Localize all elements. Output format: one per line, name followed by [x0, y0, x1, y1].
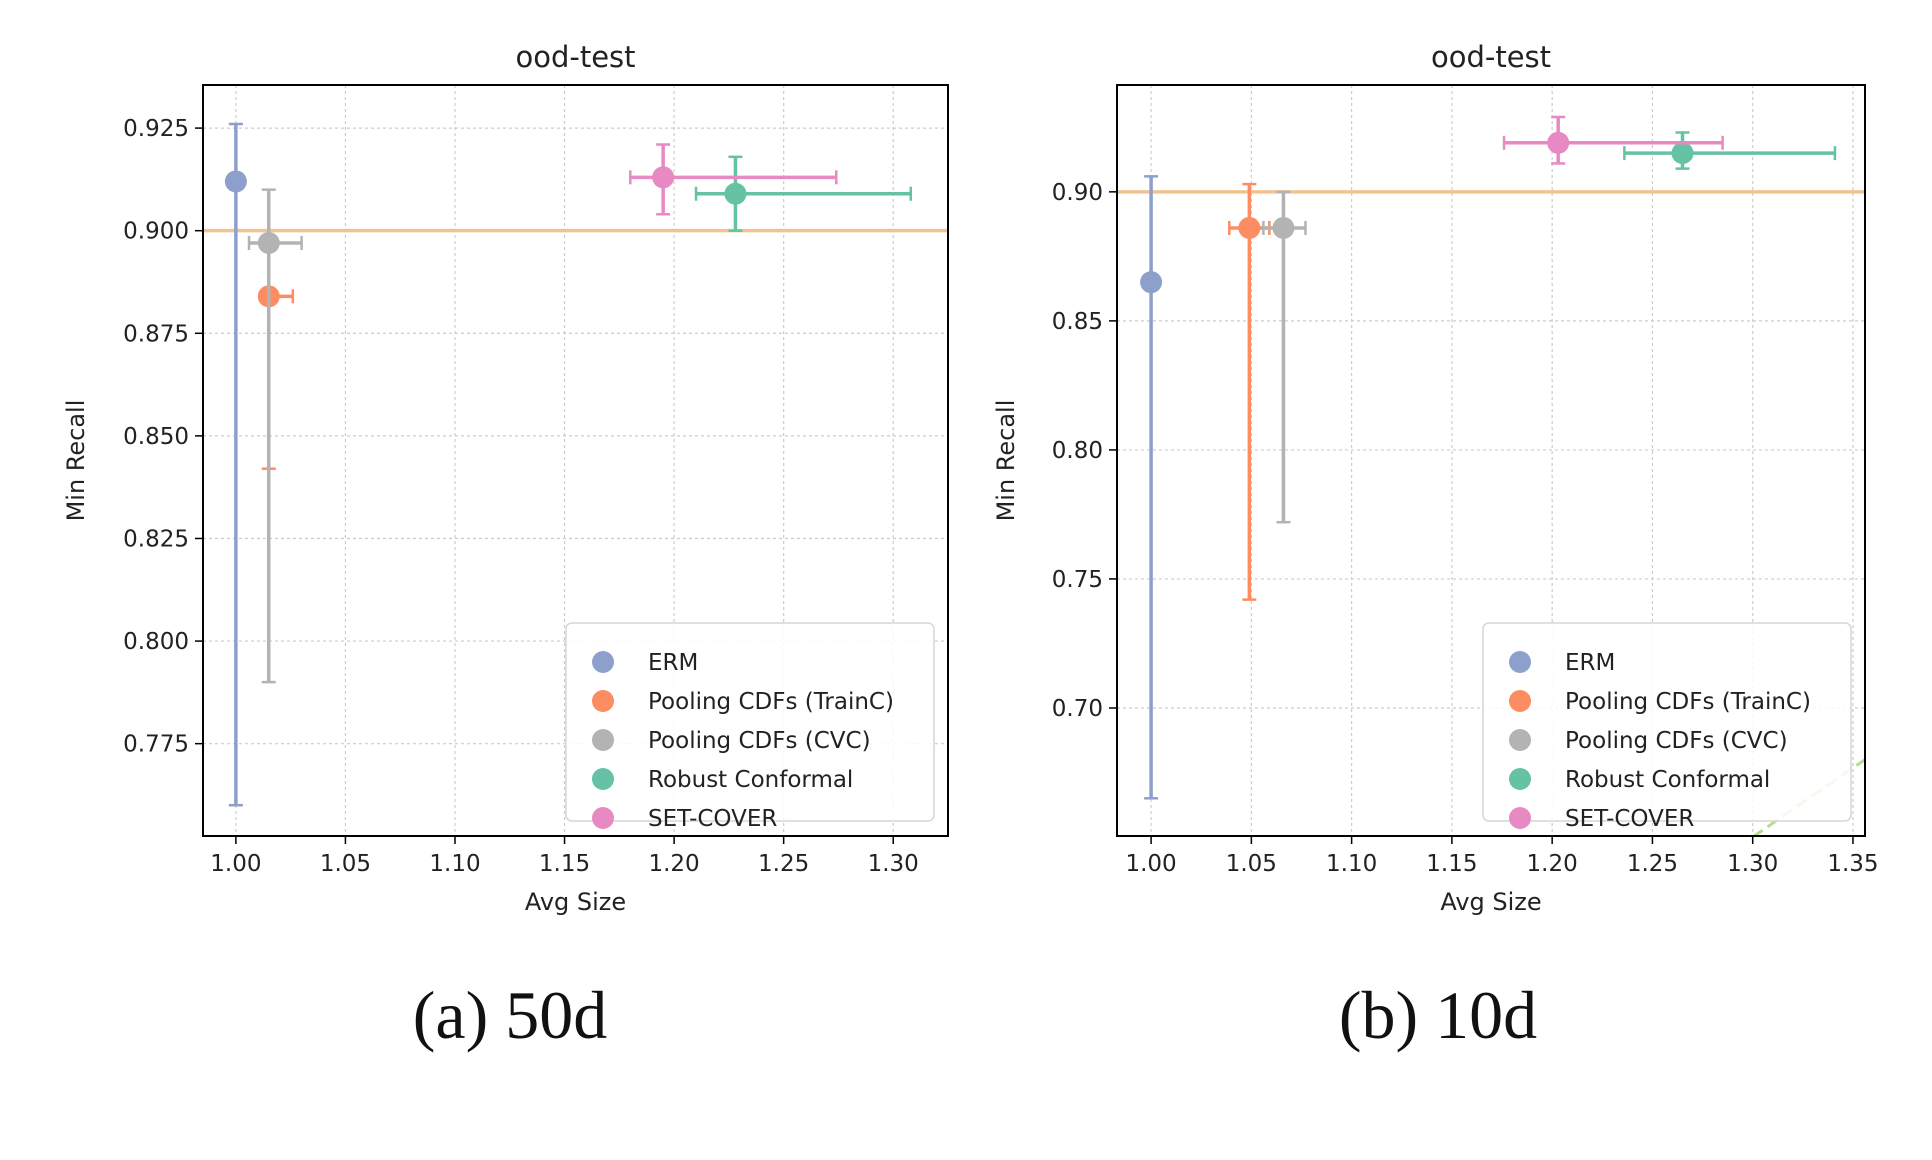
data-point	[1547, 131, 1570, 154]
y-tick-label: 0.875	[123, 321, 189, 347]
caption-10d: (b) 10d	[1339, 977, 1537, 1053]
legend-label: Pooling CDFs (CVC)	[648, 728, 871, 754]
legend-label: ERM	[648, 650, 698, 676]
x-tick-label: 1.10	[429, 851, 480, 877]
data-point	[724, 182, 747, 205]
y-tick-label: 0.825	[123, 526, 189, 552]
x-axis-label: Avg Size	[1440, 888, 1541, 916]
legend: ERM Pooling CDFs (TrainC) Pooling CDFs (CV…	[1482, 622, 1852, 832]
y-tick-label: 0.775	[123, 732, 189, 758]
plot-area	[1117, 115, 1865, 836]
x-tick-label: 1.30	[1727, 851, 1778, 877]
chart-panel-10d: 1.00 1.05 1.10 1.15 1.20 1.25 1.30 1.35 0.70 0.75…	[992, 40, 1879, 916]
legend-marker	[592, 690, 614, 712]
data-point	[652, 166, 675, 189]
y-tick-label: 0.900	[123, 219, 189, 245]
data-point	[1238, 216, 1261, 239]
chart-panel-50d: 1.00 1.05 1.10 1.15 1.20 1.25 1.30 0.775 0.800 0.…	[62, 40, 949, 916]
legend-label: Pooling CDFs (TrainC)	[648, 689, 894, 715]
legend-marker	[592, 807, 614, 829]
legend-label: Robust Conformal	[1565, 767, 1770, 793]
x-tick-label: 1.05	[1226, 851, 1277, 877]
legend-marker	[1509, 768, 1531, 790]
chart-title: ood-test	[515, 40, 635, 74]
y-tick-label: 0.70	[1052, 696, 1103, 722]
legend-label: Pooling CDFs (TrainC)	[1565, 689, 1811, 715]
legend-marker	[1509, 807, 1531, 829]
y-tick-label: 0.80	[1052, 438, 1103, 464]
data-point	[224, 170, 247, 193]
legend-label: Pooling CDFs (CVC)	[1565, 728, 1788, 754]
plot-frame	[1116, 84, 1866, 837]
data-point	[1140, 271, 1163, 294]
legend-box	[1482, 622, 1852, 822]
x-tick-label: 1.35	[1827, 851, 1878, 877]
x-tick-label: 1.20	[648, 851, 699, 877]
y-tick-label: 0.90	[1052, 180, 1103, 206]
x-tick-label: 1.20	[1527, 851, 1578, 877]
data-point	[1272, 216, 1295, 239]
x-tick-label: 1.25	[1627, 851, 1678, 877]
x-tick-label: 1.15	[539, 851, 590, 877]
y-tick-label: 0.75	[1052, 567, 1103, 593]
y-tick-label: 0.850	[123, 424, 189, 450]
x-tick-label: 1.05	[320, 851, 371, 877]
x-tick-label: 1.10	[1326, 851, 1377, 877]
legend-marker	[592, 651, 614, 673]
data-point	[257, 231, 280, 254]
data-point	[1671, 142, 1694, 165]
legend-marker	[592, 768, 614, 790]
legend-marker	[1509, 729, 1531, 751]
legend-label: SET-COVER	[648, 806, 777, 832]
legend-label: ERM	[1565, 650, 1615, 676]
legend-marker	[1509, 690, 1531, 712]
plot-frame	[202, 84, 949, 837]
x-tick-label: 1.15	[1426, 851, 1477, 877]
legend-label: Robust Conformal	[648, 767, 853, 793]
y-tick-label: 0.800	[123, 629, 189, 655]
x-tick-label: 1.30	[868, 851, 919, 877]
legend-marker	[592, 729, 614, 751]
chart-title: ood-test	[1431, 40, 1551, 74]
y-axis-label: Min Recall	[62, 400, 90, 522]
x-tick-label: 1.00	[1125, 851, 1176, 877]
legend-marker	[1509, 651, 1531, 673]
x-axis-label: Avg Size	[525, 888, 626, 916]
plot-area	[203, 122, 948, 807]
y-axis-label: Min Recall	[992, 400, 1020, 522]
y-tick-label: 0.85	[1052, 309, 1103, 335]
legend: ERM Pooling CDFs (TrainC) Pooling CDFs (CV…	[565, 622, 935, 832]
x-tick-label: 1.25	[758, 851, 809, 877]
legend-label: SET-COVER	[1565, 806, 1694, 832]
y-tick-label: 0.925	[123, 116, 189, 142]
caption-50d: (a) 50d	[413, 977, 607, 1053]
legend-box	[565, 622, 935, 822]
x-tick-label: 1.00	[210, 851, 261, 877]
